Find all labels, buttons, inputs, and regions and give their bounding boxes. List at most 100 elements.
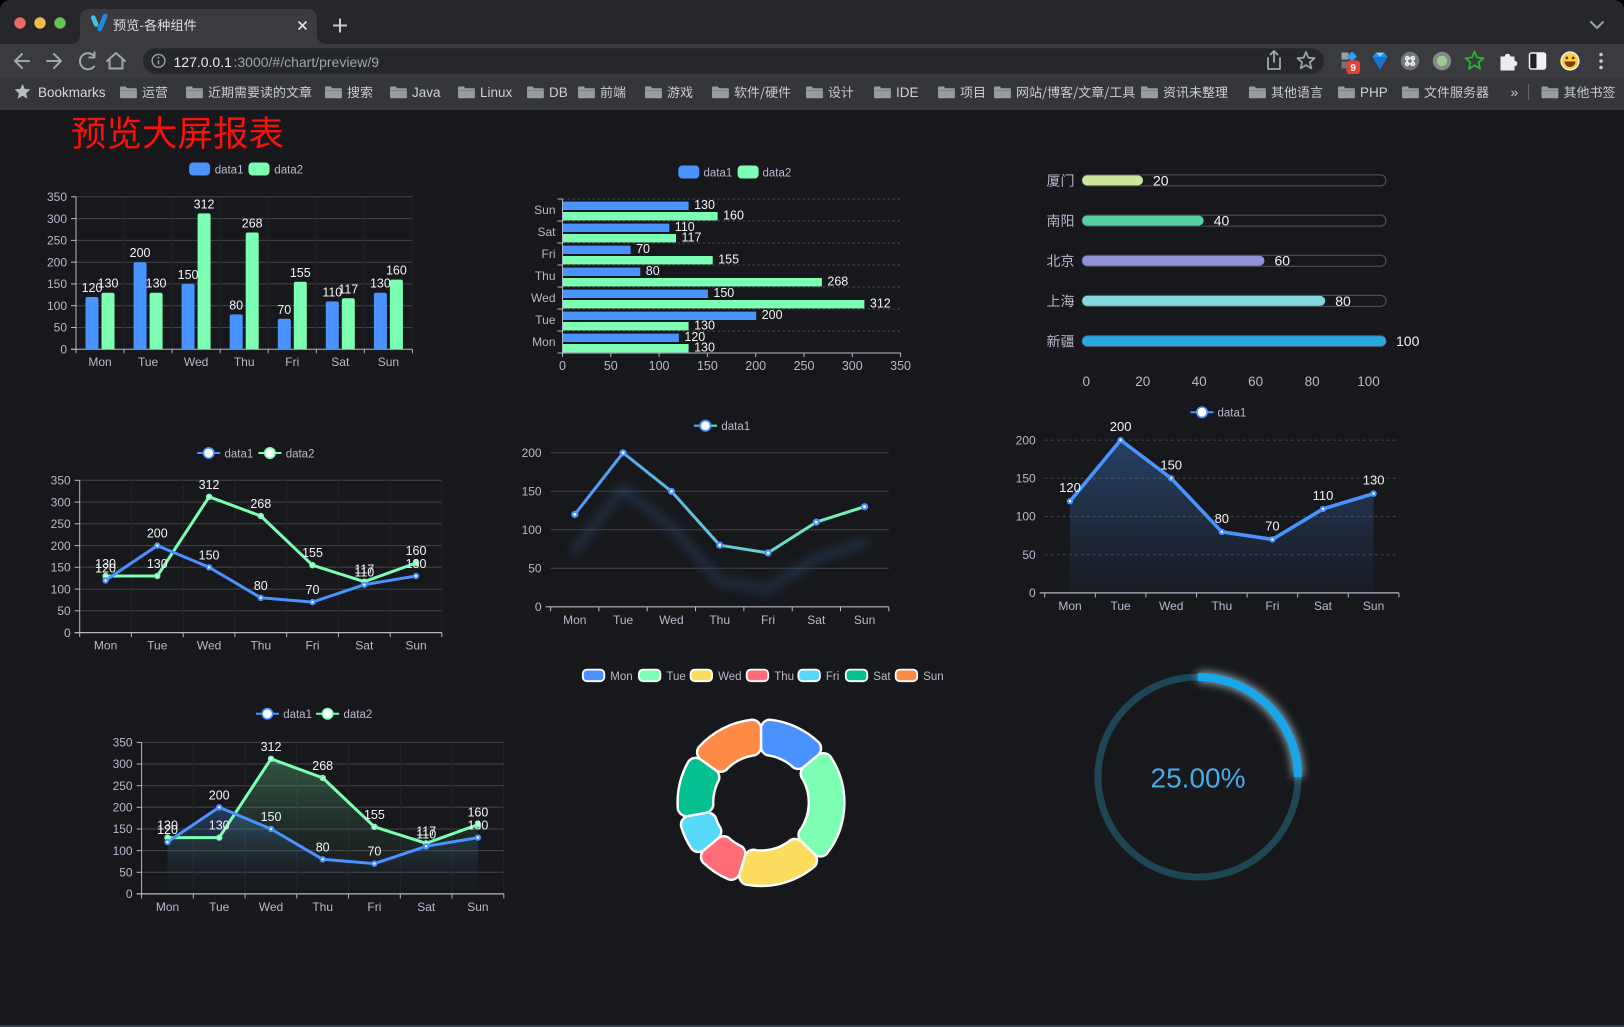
svg-text:80: 80 <box>254 579 268 593</box>
svg-text:130: 130 <box>467 819 488 833</box>
svg-text:20: 20 <box>1153 172 1169 188</box>
svg-text:130: 130 <box>694 340 715 354</box>
svg-text:130: 130 <box>406 557 427 571</box>
svg-text:Sat: Sat <box>873 671 891 683</box>
svg-text:data1: data1 <box>1218 408 1247 420</box>
svg-text:data1: data1 <box>721 421 750 433</box>
svg-text:300: 300 <box>51 495 71 509</box>
svg-text:data1: data1 <box>215 164 244 176</box>
svg-text:Tue: Tue <box>138 355 159 369</box>
svg-text:312: 312 <box>194 197 215 211</box>
svg-text:Wed: Wed <box>659 613 683 627</box>
svg-text:155: 155 <box>302 546 323 560</box>
svg-text:120: 120 <box>95 561 116 575</box>
svg-text:350: 350 <box>47 190 67 204</box>
svg-text:150: 150 <box>178 268 199 282</box>
svg-text:160: 160 <box>467 806 488 820</box>
svg-text:Mon: Mon <box>156 900 179 914</box>
svg-text:130: 130 <box>146 277 167 291</box>
svg-text:Java: Java <box>412 85 441 100</box>
svg-text:130: 130 <box>1363 473 1385 488</box>
svg-text:130: 130 <box>209 819 230 833</box>
svg-text:110: 110 <box>675 220 695 234</box>
svg-text:Wed: Wed <box>718 671 741 683</box>
svg-text:Tue: Tue <box>613 613 634 627</box>
svg-text:130: 130 <box>98 277 119 291</box>
svg-text:200: 200 <box>113 801 133 815</box>
svg-text:20: 20 <box>1135 374 1150 389</box>
svg-text:150: 150 <box>47 277 67 291</box>
svg-text:Sun: Sun <box>923 671 943 683</box>
svg-text:70: 70 <box>306 583 320 597</box>
svg-text:150: 150 <box>713 286 734 300</box>
svg-text:300: 300 <box>842 359 863 373</box>
svg-text:50: 50 <box>54 321 68 335</box>
svg-text:Thu: Thu <box>774 671 794 683</box>
svg-text:130: 130 <box>694 198 715 212</box>
svg-text:70: 70 <box>367 845 381 859</box>
svg-text:70: 70 <box>1265 518 1279 533</box>
svg-text:data2: data2 <box>763 167 792 179</box>
svg-text:200: 200 <box>51 539 71 553</box>
svg-text:60: 60 <box>1248 374 1263 389</box>
svg-text:110: 110 <box>354 566 374 580</box>
svg-text:117: 117 <box>682 230 702 244</box>
svg-text:Wed: Wed <box>197 639 221 653</box>
svg-text:Sun: Sun <box>378 355 399 369</box>
svg-text:0: 0 <box>535 600 542 614</box>
svg-text:100: 100 <box>1396 333 1420 349</box>
svg-text:110: 110 <box>1313 488 1334 503</box>
svg-text:0: 0 <box>126 887 133 901</box>
svg-text:PHP: PHP <box>1360 85 1388 100</box>
svg-text:130: 130 <box>95 557 116 571</box>
svg-text:data2: data2 <box>344 709 373 721</box>
svg-text:100: 100 <box>1357 374 1380 389</box>
svg-text:9: 9 <box>1350 63 1356 74</box>
svg-text:50: 50 <box>528 562 542 576</box>
svg-text:data2: data2 <box>286 448 315 460</box>
svg-text:Mon: Mon <box>88 355 111 369</box>
svg-text:268: 268 <box>242 217 263 231</box>
svg-text:0: 0 <box>1029 586 1036 600</box>
svg-text:Sun: Sun <box>405 639 426 653</box>
svg-text:250: 250 <box>47 234 67 248</box>
svg-text:200: 200 <box>762 308 783 322</box>
svg-text:»: » <box>1511 84 1519 100</box>
svg-text:100: 100 <box>522 523 542 537</box>
svg-text:Sun: Sun <box>854 613 875 627</box>
svg-text:120: 120 <box>157 823 178 837</box>
svg-text:250: 250 <box>51 517 71 531</box>
svg-text:150: 150 <box>1160 457 1182 472</box>
svg-text:Thu: Thu <box>250 639 271 653</box>
svg-text:Fri: Fri <box>285 355 299 369</box>
svg-text:268: 268 <box>250 497 271 511</box>
svg-text:200: 200 <box>47 255 67 269</box>
svg-text:155: 155 <box>718 252 739 266</box>
svg-text:200: 200 <box>745 359 766 373</box>
svg-text:120: 120 <box>1059 480 1081 495</box>
svg-text:160: 160 <box>723 208 744 222</box>
svg-text:Mon: Mon <box>610 671 632 683</box>
svg-text:Fri: Fri <box>306 639 320 653</box>
svg-text:data1: data1 <box>283 709 312 721</box>
svg-text:155: 155 <box>364 808 385 822</box>
svg-text:Wed: Wed <box>531 291 555 305</box>
svg-text:data1: data1 <box>704 167 733 179</box>
svg-text:80: 80 <box>1335 293 1351 309</box>
svg-text:Mon: Mon <box>532 335 555 349</box>
svg-text:300: 300 <box>47 212 67 226</box>
svg-text:300: 300 <box>113 757 133 771</box>
svg-text:25.00%: 25.00% <box>1151 763 1246 794</box>
svg-text::3000/#/chart/preview/9: :3000/#/chart/preview/9 <box>234 54 380 70</box>
svg-text:Sat: Sat <box>537 225 556 239</box>
svg-text:150: 150 <box>113 822 133 836</box>
svg-text:350: 350 <box>51 474 71 488</box>
svg-text:350: 350 <box>113 736 133 750</box>
svg-text:160: 160 <box>406 544 427 558</box>
svg-text:150: 150 <box>522 485 542 499</box>
svg-text:150: 150 <box>697 359 718 373</box>
svg-text:Thu: Thu <box>535 269 556 283</box>
svg-text:Thu: Thu <box>1211 599 1232 613</box>
svg-text:200: 200 <box>522 446 542 460</box>
svg-text:117: 117 <box>338 282 358 296</box>
